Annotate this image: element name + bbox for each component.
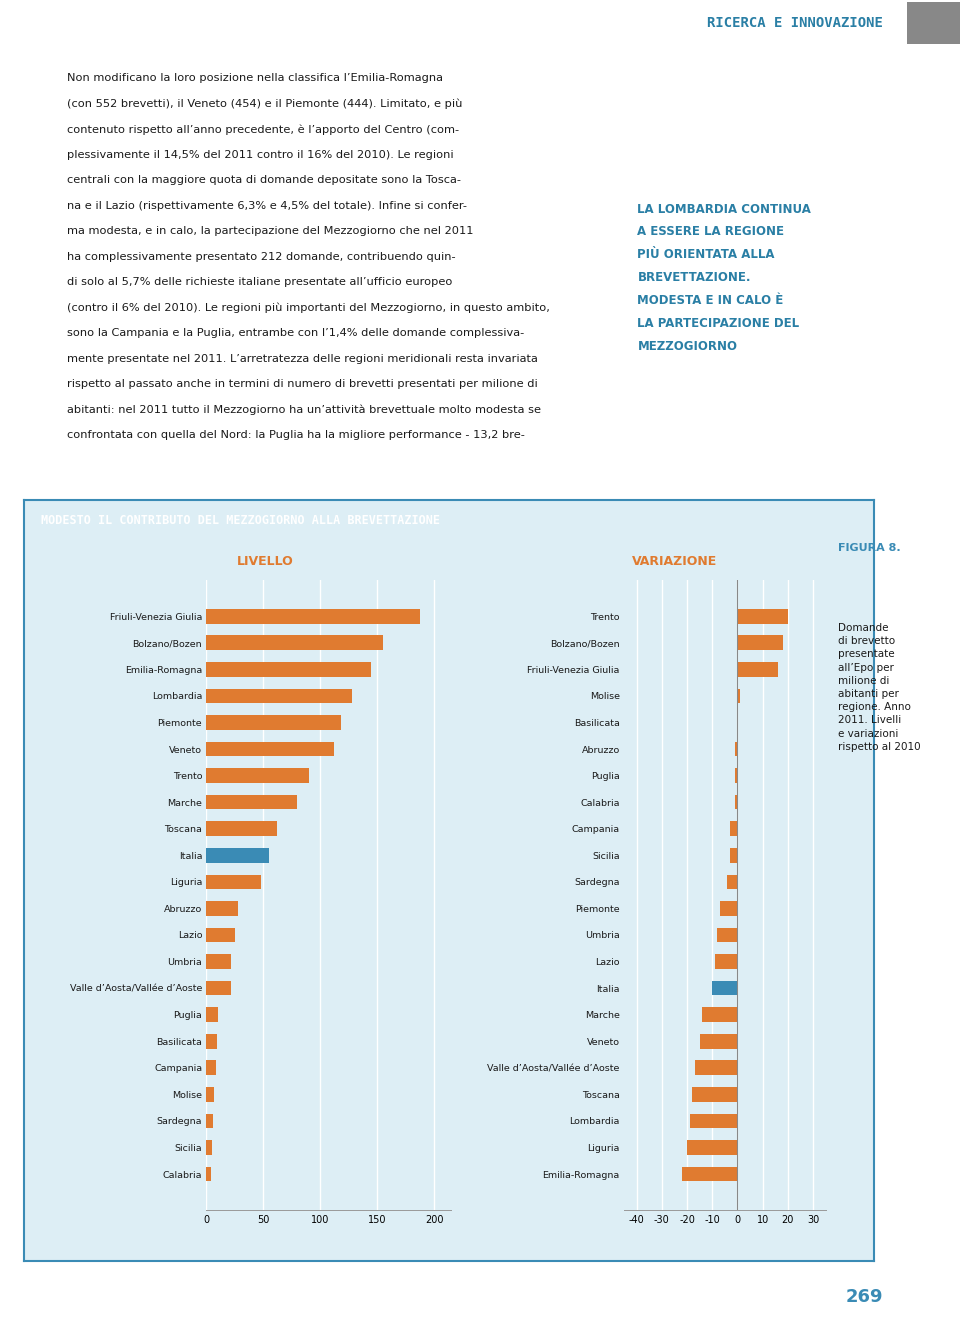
Text: na e il Lazio (rispettivamente 6,3% e 4,5% del totale). Infine si confer-: na e il Lazio (rispettivamente 6,3% e 4,… [67,200,468,211]
Text: ha complessivamente presentato 212 domande, contribuendo quin-: ha complessivamente presentato 212 doman… [67,252,456,261]
Bar [735,795,737,810]
Bar [717,927,737,942]
Text: RICERCA E INNOVAZIONE: RICERCA E INNOVAZIONE [708,16,883,31]
Text: Non modificano la loro posizione nella classifica l’Emilia-Romagna: Non modificano la loro posizione nella c… [67,73,444,83]
Bar [206,1007,218,1022]
Bar [692,1087,737,1102]
Bar [206,608,420,623]
Bar [206,980,231,995]
Bar [689,1114,737,1129]
Bar [730,822,737,836]
Text: Domande
di brevetto
presentate
all’Epo per
milione di
abitanti per
regione. Anno: Domande di brevetto presentate all’Epo p… [838,623,921,752]
Text: abitanti: nel 2011 tutto il Mezzogiorno ha un’attività brevettuale molto modesta: abitanti: nel 2011 tutto il Mezzogiorno … [67,404,541,415]
Text: MODESTO IL CONTRIBUTO DEL MEZZOGIORNO ALLA BREVETTAZIONE: MODESTO IL CONTRIBUTO DEL MEZZOGIORNO AL… [41,514,440,527]
Bar [206,768,309,783]
Bar [737,635,782,650]
Text: FIGURA 8.: FIGURA 8. [838,543,900,552]
Text: MODESTA E IN CALO È: MODESTA E IN CALO È [637,293,783,307]
Text: (contro il 6% del 2010). Le regioni più importanti del Mezzogiorno, in questo am: (contro il 6% del 2010). Le regioni più … [67,303,550,313]
Bar [206,1167,211,1182]
Bar [206,715,341,730]
Text: ma modesta, e in calo, la partecipazione del Mezzogiorno che nel 2011: ma modesta, e in calo, la partecipazione… [67,227,473,236]
Bar [206,1061,215,1075]
Bar [728,875,737,890]
Bar [682,1167,737,1182]
Text: MEZZOGIORNO: MEZZOGIORNO [637,340,737,352]
Bar [206,900,238,915]
Bar [735,742,737,756]
Bar [206,1034,217,1049]
Bar [206,795,298,810]
Bar [700,1034,737,1049]
Text: PIÙ ORIENTATA ALLA: PIÙ ORIENTATA ALLA [637,248,775,261]
Bar [206,742,334,756]
Text: LA LOMBARDIA CONTINUA: LA LOMBARDIA CONTINUA [637,203,811,216]
Bar [687,1141,737,1155]
Text: contenuto rispetto all’anno precedente, è l’apporto del Centro (com-: contenuto rispetto all’anno precedente, … [67,124,459,135]
Bar [702,1007,737,1022]
Text: Fonte: Eurostat Database, Science and Technology: Fonte: Eurostat Database, Science and Te… [32,1271,310,1282]
Bar [737,662,778,676]
Text: mente presentate nel 2011. L’arretratezza delle regioni meridionali resta invari: mente presentate nel 2011. L’arretratezz… [67,354,538,363]
Bar [206,848,269,863]
Bar [206,688,352,703]
Text: centrali con la maggiore quota di domande depositate sono la Tosca-: centrali con la maggiore quota di domand… [67,175,461,185]
Text: 269: 269 [845,1289,883,1306]
Bar [712,980,737,995]
Bar [206,875,261,890]
Bar [206,1141,212,1155]
Text: LIVELLO: LIVELLO [237,555,294,568]
Text: A ESSERE LA REGIONE: A ESSERE LA REGIONE [637,225,784,239]
Text: VARIAZIONE: VARIAZIONE [632,555,717,568]
Bar [206,1087,214,1102]
Bar [694,1061,737,1075]
Text: plessivamente il 14,5% del 2011 contro il 16% del 2010). Le regioni: plessivamente il 14,5% del 2011 contro i… [67,149,454,160]
Bar [206,662,372,676]
Text: rispetto al passato anche in termini di numero di brevetti presentati per milion: rispetto al passato anche in termini di … [67,379,538,390]
Bar [730,848,737,863]
Bar [206,822,277,836]
Text: BREVETTAZIONE.: BREVETTAZIONE. [637,271,751,284]
Text: di solo al 5,7% delle richieste italiane presentate all’ufficio europeo: di solo al 5,7% delle richieste italiane… [67,277,452,287]
Text: LA PARTECIPAZIONE DEL: LA PARTECIPAZIONE DEL [637,316,800,329]
Bar [907,3,960,44]
Text: (con 552 brevetti), il Veneto (454) e il Piemonte (444). Limitato, e più: (con 552 brevetti), il Veneto (454) e il… [67,99,463,109]
Bar [206,1114,213,1129]
Bar [714,954,737,968]
Bar [737,688,740,703]
Bar [737,608,788,623]
Bar [206,954,231,968]
Text: confrontata con quella del Nord: la Puglia ha la migliore performance - 13,2 bre: confrontata con quella del Nord: la Pugl… [67,430,525,440]
Bar [206,927,235,942]
Bar [735,768,737,783]
Text: sono la Campania e la Puglia, entrambe con l’1,4% delle domande complessiva-: sono la Campania e la Puglia, entrambe c… [67,328,524,338]
Bar [720,900,737,915]
Bar [206,635,383,650]
